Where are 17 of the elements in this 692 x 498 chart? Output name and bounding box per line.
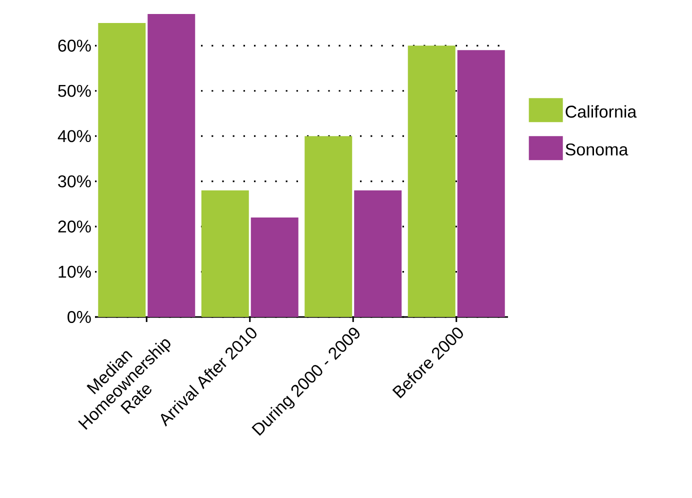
y-tick-label: 0% bbox=[68, 310, 91, 324]
bar bbox=[304, 136, 352, 317]
y-tick-label: 40% bbox=[58, 130, 91, 142]
y-tick-label: 30% bbox=[58, 175, 91, 188]
bar bbox=[250, 218, 298, 317]
y-tick-label: 60% bbox=[58, 40, 91, 52]
bar bbox=[201, 190, 249, 317]
bar bbox=[457, 50, 505, 317]
y-tick-label: 50% bbox=[58, 84, 91, 97]
y-tick-label: 10% bbox=[58, 266, 91, 278]
bar bbox=[354, 190, 402, 317]
y-tick-label: 20% bbox=[58, 220, 91, 233]
bar bbox=[408, 46, 456, 317]
legend-label: Sonoma bbox=[566, 143, 628, 156]
legend-label: California bbox=[566, 105, 637, 118]
bar bbox=[98, 23, 146, 317]
bar bbox=[148, 14, 196, 317]
